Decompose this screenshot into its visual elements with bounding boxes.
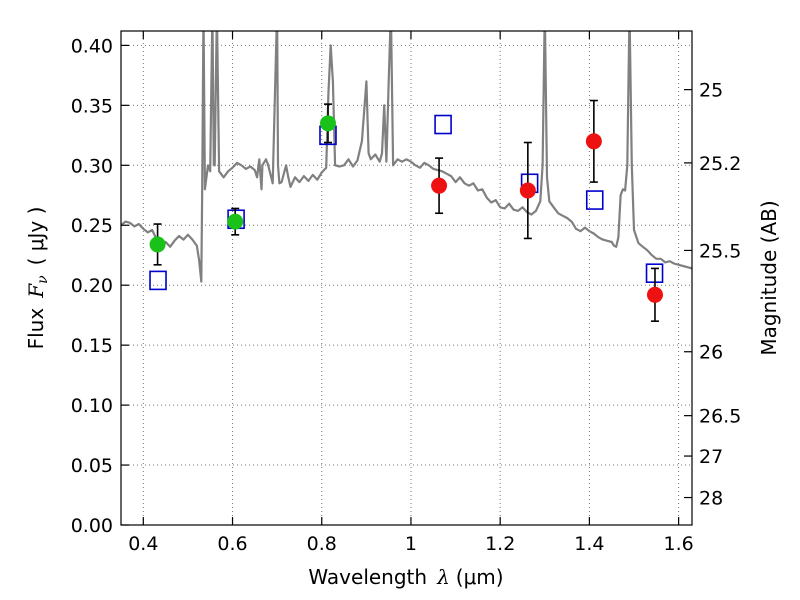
x-axis-label: Wavelength λ (μm) <box>308 565 503 589</box>
x-tick-label: 1.4 <box>574 533 604 555</box>
model-photometry-square <box>149 270 167 291</box>
y-tick-label: 0.05 <box>71 455 113 477</box>
x-tick-label: 0.6 <box>217 533 247 555</box>
grid-lines <box>121 31 692 526</box>
spectrum-line <box>121 31 692 283</box>
x-tick-label: 0.8 <box>307 533 337 555</box>
y-axis-label: FluxFν( μJy ) <box>24 207 51 350</box>
y2-tick-label: 25 <box>699 80 723 102</box>
y2-tick-label: 27 <box>699 446 723 468</box>
y2-axis-label: Magnitude (AB) <box>757 200 781 355</box>
y-tick-label: 0.00 <box>71 515 113 537</box>
x-tick-label: 0.4 <box>128 533 158 555</box>
nir-observation-point <box>646 286 663 303</box>
nir-observation-point <box>431 177 448 194</box>
y-tick-label: 0.15 <box>71 335 113 357</box>
y2-tick-label: 28 <box>699 488 723 510</box>
model-photometry-square <box>585 190 604 210</box>
plot-frame <box>120 30 693 526</box>
y-tick-label: 0.25 <box>71 215 113 237</box>
nir-observation-point <box>519 182 536 199</box>
x-tick-label: 1 <box>405 533 417 555</box>
x-tick-label: 1.6 <box>664 533 694 555</box>
axis-ticks: 0.4 0.6 0.8 1 1.2 1.4 1.6 0.00 0.05 0.10 0.15 0.20 0… <box>71 31 741 555</box>
data-layer <box>121 31 692 283</box>
optical-observation-point <box>319 115 336 132</box>
nir-observation-point <box>585 133 602 150</box>
optical-observation-point <box>149 236 166 253</box>
y2-tick-label: 26 <box>699 342 723 364</box>
marker-layer <box>149 99 664 322</box>
y-tick-label: 0.30 <box>71 155 113 177</box>
x-tick-label: 1.2 <box>485 533 515 555</box>
model-photometry-square <box>434 114 452 135</box>
y-tick-label: 0.10 <box>71 395 113 417</box>
y2-tick-label: 25.2 <box>699 153 741 175</box>
y-tick-label: 0.35 <box>71 95 113 117</box>
y2-tick-label: 26.5 <box>699 406 741 428</box>
y-tick-label: 0.40 <box>71 35 113 57</box>
y2-tick-label: 25.5 <box>699 240 741 262</box>
y-tick-label: 0.20 <box>71 275 113 297</box>
optical-observation-point <box>227 213 244 230</box>
